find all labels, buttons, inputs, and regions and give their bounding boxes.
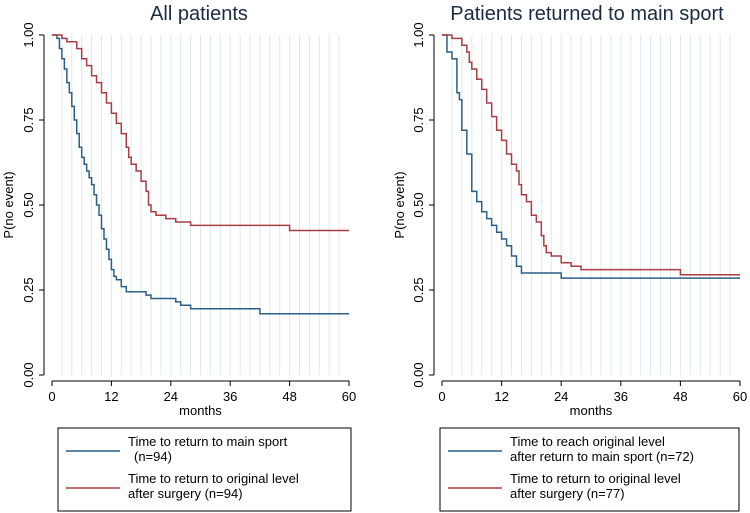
x-tick-label: 36 xyxy=(614,389,628,404)
chart-panel-2: Patients returned to main sport 0.00 0.25 0… xyxy=(392,3,747,512)
y-tick-label: 0.50 xyxy=(411,192,426,217)
y-tick-label: 1.00 xyxy=(21,22,36,47)
x-tick-label: 36 xyxy=(223,389,237,404)
chart-title: Patients returned to main sport xyxy=(450,3,724,25)
x-tick-label: 24 xyxy=(554,389,568,404)
y-axis-label: P(no event) xyxy=(1,171,16,238)
legend: Time to return to main sport(n=94) Time t… xyxy=(57,427,352,512)
x-tick-label: 48 xyxy=(673,389,687,404)
series-line-2 xyxy=(52,34,349,232)
series-line-1 xyxy=(442,34,740,279)
x-axis-label: months xyxy=(570,403,613,418)
x-tick-label: 60 xyxy=(733,389,747,404)
y-tick-label: 0.75 xyxy=(21,107,36,132)
y-tick-label: 0.25 xyxy=(21,277,36,302)
y-tick-label: 1.00 xyxy=(411,22,426,47)
legend-label: after surgery (n=77) xyxy=(510,486,625,501)
legend-box xyxy=(439,427,740,512)
x-tick-label: 60 xyxy=(342,389,356,404)
chart-panel-1: All patients 0.00 0.25 0.50 0.75 1.00 0 12 24 36 4… xyxy=(1,3,356,512)
x-tick-label: 0 xyxy=(48,389,55,404)
series-line-1 xyxy=(52,34,349,315)
legend-label: Time to return to original level xyxy=(128,471,299,486)
y-axis-label: P(no event) xyxy=(392,171,407,238)
chart-title: All patients xyxy=(150,3,248,25)
x-tick-label: 12 xyxy=(494,389,508,404)
x-axis-label: months xyxy=(179,403,222,418)
legend-box xyxy=(57,427,352,512)
y-tick-label: 0.75 xyxy=(411,107,426,132)
series-line-2 xyxy=(442,34,740,276)
x-tick-label: 0 xyxy=(438,389,445,404)
x-tick-label: 48 xyxy=(282,389,296,404)
legend-label: (n=94) xyxy=(134,449,172,464)
y-tick-label: 0.50 xyxy=(21,192,36,217)
y-tick-label: 0.00 xyxy=(411,362,426,387)
y-tick-label: 0.00 xyxy=(21,362,36,387)
y-tick-label: 0.25 xyxy=(411,277,426,302)
legend-label: Time to return to original level xyxy=(510,471,681,486)
x-tick-label: 12 xyxy=(104,389,118,404)
legend-label: Time to return to main sport xyxy=(128,434,288,449)
x-tick-label: 24 xyxy=(164,389,178,404)
legend-label: after return to main sport (n=72) xyxy=(510,449,694,464)
legend-label: Time to reach original level xyxy=(510,434,665,449)
legend-label: after surgery (n=94) xyxy=(128,486,243,501)
